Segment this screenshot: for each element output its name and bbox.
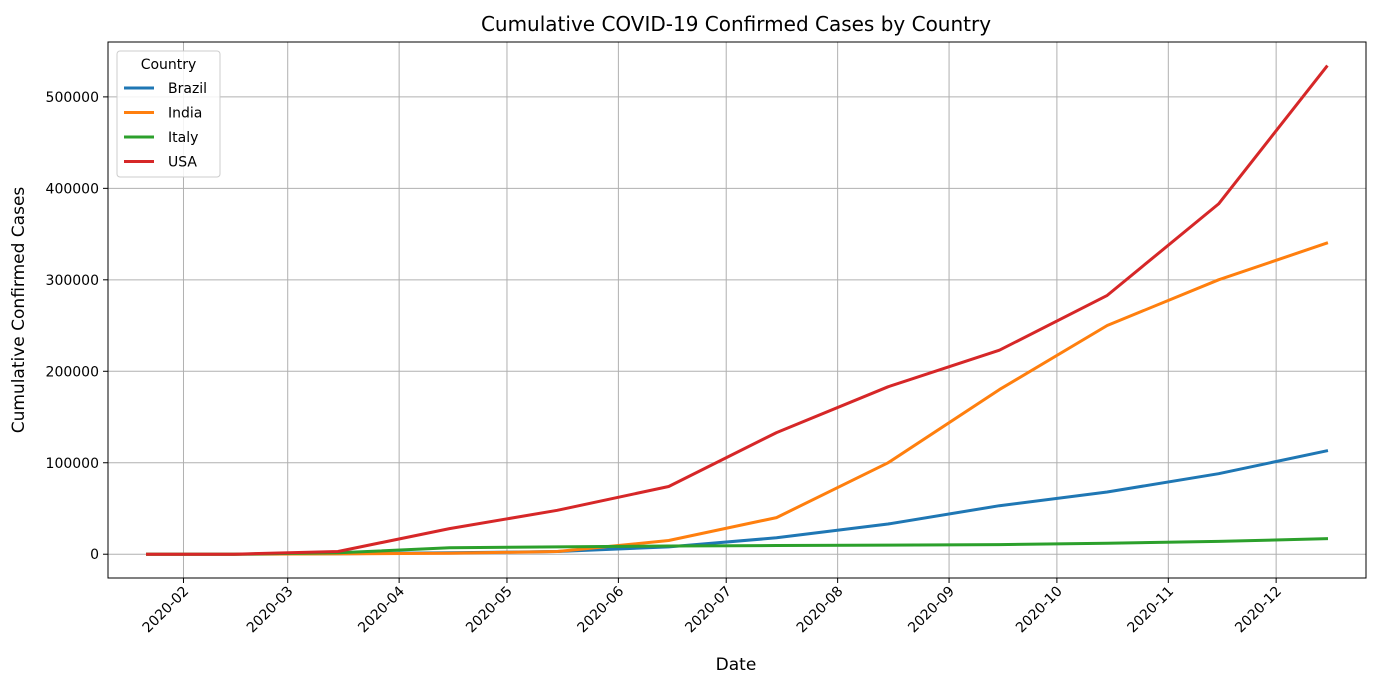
y-tick-label: 200000 [46, 364, 99, 380]
x-tick-label: 2020-10 [1013, 584, 1066, 637]
x-tick-label: 2020-11 [1124, 584, 1177, 637]
legend-label-india: India [168, 106, 202, 122]
legend-label-usa: USA [168, 155, 197, 171]
grid [108, 42, 1366, 578]
x-tick-label: 2020-04 [355, 583, 408, 636]
legend-label-italy: Italy [168, 130, 198, 146]
x-tick-label: 2020-07 [682, 584, 735, 637]
legend-title: Country [141, 57, 197, 73]
series-line-india [146, 241, 1329, 556]
x-tick-label: 2020-05 [463, 584, 516, 637]
x-axis-label: Date [716, 655, 757, 675]
x-tick-label: 2020-06 [575, 583, 628, 636]
legend-box [116, 50, 221, 178]
series-line-usa [146, 64, 1329, 556]
y-tick-label: 400000 [46, 181, 99, 197]
y-tick-label: 500000 [46, 90, 99, 106]
plot-area-frame [107, 41, 1367, 579]
y-axis-label: Cumulative Confirmed Cases [9, 187, 29, 434]
legend: Country Brazil India Italy USA [116, 50, 221, 178]
x-tick-label: 2020-12 [1232, 584, 1285, 637]
y-tick-label: 300000 [46, 273, 99, 289]
y-tick-label: 0 [90, 547, 99, 563]
x-tick-label: 2020-02 [140, 584, 193, 637]
series-line-brazil [146, 449, 1329, 556]
series-lines [146, 64, 1329, 556]
x-tick-label: 2020-09 [905, 584, 958, 637]
y-tick-label: 100000 [46, 456, 99, 472]
x-tick-label: 2020-08 [794, 584, 847, 637]
legend-label-brazil: Brazil [168, 81, 207, 97]
x-tick-label: 2020-03 [244, 584, 297, 637]
chart-title: Cumulative COVID-19 Confirmed Cases by C… [481, 12, 991, 36]
